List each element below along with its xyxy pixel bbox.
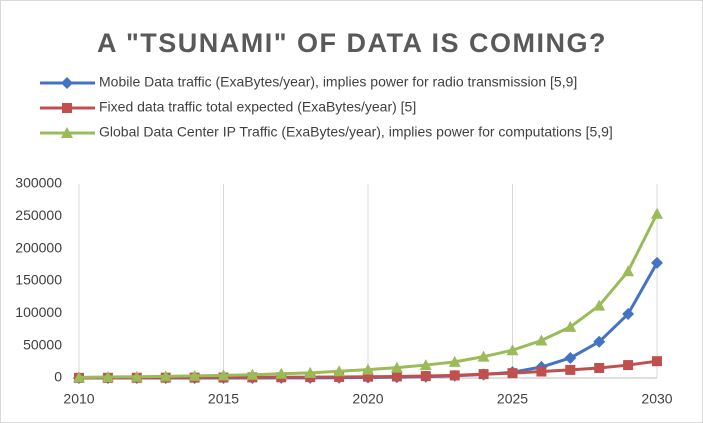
data-point xyxy=(362,363,374,375)
data-point xyxy=(652,356,662,367)
y-tick-label: 200000 xyxy=(15,239,62,255)
y-tick-label: 300000 xyxy=(15,175,62,191)
data-point xyxy=(390,361,403,373)
data-point xyxy=(507,368,518,379)
data-point xyxy=(333,365,346,377)
legend-marker xyxy=(61,77,73,89)
data-point xyxy=(304,366,317,378)
y-tick-label: 100000 xyxy=(15,304,62,320)
data-point xyxy=(564,320,577,332)
data-point xyxy=(449,370,460,381)
x-tick-label: 2025 xyxy=(497,391,528,407)
data-point xyxy=(565,364,576,375)
data-point xyxy=(477,350,490,362)
data-point xyxy=(536,366,547,377)
y-tick-label: 0 xyxy=(54,369,62,385)
data-point xyxy=(188,369,201,381)
data-point xyxy=(334,371,345,382)
x-tick-label: 2010 xyxy=(63,391,94,407)
data-point xyxy=(478,369,489,380)
data-point xyxy=(506,344,519,356)
data-point xyxy=(363,371,373,382)
y-tick-label: 150000 xyxy=(15,272,62,288)
data-point xyxy=(593,335,606,348)
legend-label: Mobile Data traffic (ExaBytes/year), imp… xyxy=(99,74,577,90)
data-point xyxy=(391,371,402,382)
x-tick-label: 2015 xyxy=(208,391,239,407)
legend-marker xyxy=(61,127,73,138)
data-point xyxy=(594,362,605,373)
legend-marker xyxy=(62,103,72,113)
data-point xyxy=(535,334,548,346)
data-point xyxy=(448,355,461,367)
data-point xyxy=(246,368,259,380)
data-point xyxy=(564,351,577,364)
data-point xyxy=(130,370,143,382)
legend-label: Fixed data traffic total expected (ExaBy… xyxy=(99,99,416,115)
x-tick-label: 2020 xyxy=(352,391,383,407)
data-point xyxy=(623,360,634,371)
legend-label: Global Data Center IP Traffic (ExaBytes/… xyxy=(99,124,613,140)
data-point xyxy=(275,367,288,379)
data-point xyxy=(651,256,663,269)
data-point xyxy=(622,265,635,277)
data-point xyxy=(217,369,230,381)
data-point xyxy=(593,299,606,311)
data-point xyxy=(651,207,663,219)
data-point xyxy=(73,371,85,383)
data-point xyxy=(159,370,172,382)
y-tick-label: 250000 xyxy=(15,207,62,223)
data-point xyxy=(622,307,635,320)
y-tick-label: 50000 xyxy=(23,336,62,352)
data-point xyxy=(419,359,432,371)
x-tick-label: 2030 xyxy=(641,391,672,407)
data-point xyxy=(101,371,114,383)
data-point xyxy=(420,371,431,382)
chart-title: A "TSUNAMI" OF DATA IS COMING? xyxy=(97,28,607,58)
